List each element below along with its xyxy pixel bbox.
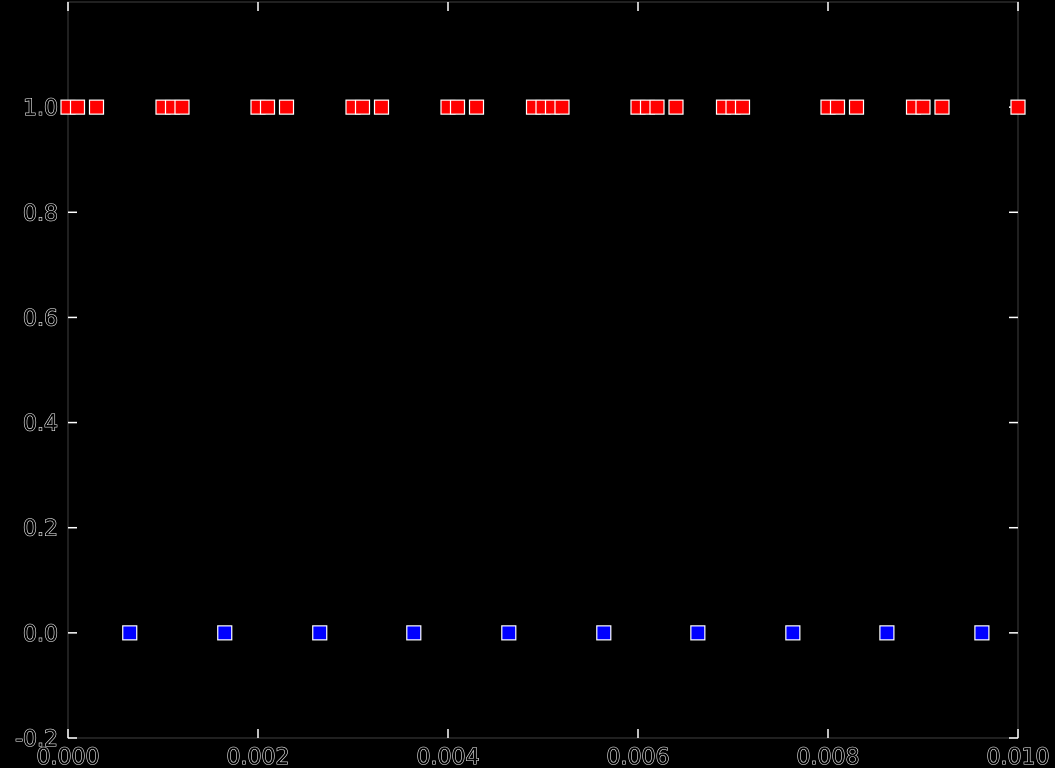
tick-labels: 0.000 0.002 0.004 0.006 0.008 0.010 -0.2 0.0 0.2…: [15, 96, 1051, 768]
y-tick-label: 0.6: [23, 306, 58, 331]
red-square-point: [354, 99, 371, 115]
red-square-point: [668, 99, 684, 115]
red-square-point: [934, 99, 950, 115]
blue-square-point: [596, 625, 612, 641]
red-square-point: [373, 99, 390, 115]
x-tick-label: 0.008: [797, 745, 860, 768]
red-square-point: [649, 99, 665, 115]
red-square-point: [734, 99, 751, 115]
blue-square-point: [406, 625, 422, 641]
y-tick-label: 0.4: [23, 412, 58, 437]
data-points: [60, 99, 1026, 641]
blue-square-point: [501, 625, 517, 641]
red-square-point: [278, 99, 295, 115]
blue-square-point: [690, 625, 706, 641]
red-square-point: [449, 99, 466, 115]
red-square-point: [69, 99, 86, 115]
red-square-point: [554, 99, 570, 115]
y-tick-label: 0.0: [23, 622, 58, 647]
blue-square-point: [122, 625, 138, 641]
plot-frame: [67, 1, 1019, 739]
red-square-point: [174, 99, 190, 115]
blue-square-point: [312, 625, 328, 641]
red-square-point: [259, 99, 276, 115]
x-tick-label: 0.002: [227, 745, 290, 768]
axis-ticks: [67, 2, 1019, 739]
red-square-point: [829, 99, 846, 115]
red-square-point: [468, 99, 485, 115]
blue-square-point: [785, 625, 801, 641]
y-tick-label: -0.2: [15, 727, 58, 752]
y-tick-label: 0.8: [23, 201, 58, 226]
red-square-point: [915, 99, 931, 115]
y-tick-label: 1.0: [23, 96, 58, 121]
blue-square-point: [217, 625, 233, 641]
red-square-point: [88, 99, 105, 115]
x-tick-label: 0.004: [417, 745, 480, 768]
red-square-point: [1010, 99, 1026, 115]
blue-square-point: [879, 625, 895, 641]
red-square-point: [848, 99, 865, 115]
x-tick-label: 0.010: [987, 745, 1050, 768]
x-tick-label: 0.000: [37, 745, 100, 768]
x-tick-label: 0.006: [607, 745, 670, 768]
y-tick-label: 0.2: [23, 517, 58, 542]
blue-square-point: [974, 625, 990, 641]
